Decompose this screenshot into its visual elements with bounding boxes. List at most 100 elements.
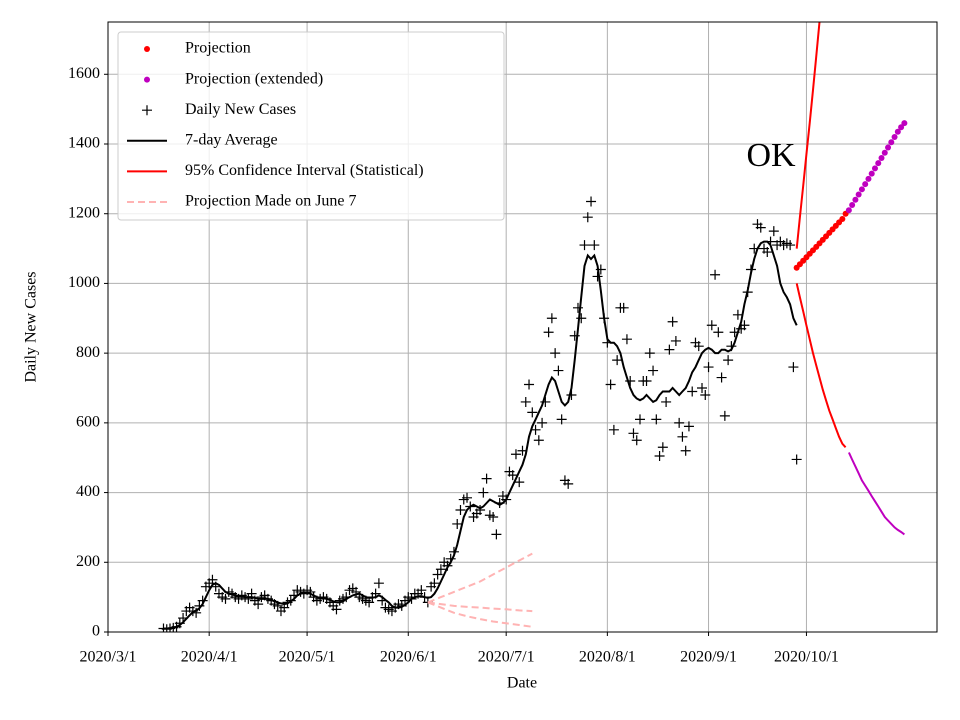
projection-point xyxy=(901,120,908,127)
case-marker xyxy=(654,450,665,461)
case-marker xyxy=(605,379,616,390)
case-marker xyxy=(667,316,678,327)
case-marker xyxy=(768,226,779,237)
case-marker xyxy=(687,386,698,397)
x-tick-label: 2020/5/1 xyxy=(279,649,336,666)
legend-label: Projection xyxy=(185,40,251,57)
case-marker xyxy=(674,417,685,428)
projection-point xyxy=(888,139,895,146)
case-marker xyxy=(710,269,721,280)
case-marker xyxy=(305,586,316,597)
y-tick-label: 600 xyxy=(76,414,100,431)
case-marker xyxy=(416,585,427,596)
case-marker xyxy=(703,362,714,373)
case-marker xyxy=(762,247,773,258)
case-marker xyxy=(683,421,694,432)
y-tick-label: 800 xyxy=(76,344,100,361)
projection-point xyxy=(865,175,872,182)
case-marker xyxy=(582,212,593,223)
case-marker xyxy=(723,355,734,366)
axes-frame xyxy=(107,21,938,633)
y-tick-label: 1000 xyxy=(68,274,100,291)
x-tick-label: 2020/8/1 xyxy=(579,649,636,666)
case-marker xyxy=(432,569,443,580)
x-tick-label: 2020/6/1 xyxy=(380,649,437,666)
case-marker xyxy=(455,505,466,515)
case-marker xyxy=(475,505,486,515)
case-marker xyxy=(478,487,489,498)
interval-line xyxy=(427,601,533,628)
case-marker xyxy=(755,222,766,233)
projection-point xyxy=(871,165,878,172)
x-tick-label: 2020/3/1 xyxy=(80,649,137,666)
case-marker xyxy=(533,435,544,446)
case-marker xyxy=(207,574,218,585)
projection-point xyxy=(878,154,885,161)
interval-line xyxy=(795,22,821,249)
projection-point xyxy=(868,170,875,177)
case-marker xyxy=(572,302,583,313)
case-marker xyxy=(628,428,639,439)
case-marker xyxy=(546,313,557,324)
case-marker xyxy=(618,302,629,313)
projection-point xyxy=(894,128,901,135)
case-marker xyxy=(697,383,708,393)
legend-label: Projection Made on June 7 xyxy=(185,193,357,210)
y-tick-label: 1200 xyxy=(68,204,100,221)
x-axis-label: Date xyxy=(507,675,537,692)
interval-line xyxy=(847,452,905,536)
y-tick-label: 1400 xyxy=(68,135,100,152)
case-marker xyxy=(435,564,446,575)
interval-line xyxy=(795,283,847,448)
case-marker xyxy=(634,414,645,425)
case-marker xyxy=(563,478,574,489)
y-tick-label: 200 xyxy=(76,553,100,570)
case-marker xyxy=(540,396,551,407)
case-marker xyxy=(527,407,538,418)
case-marker xyxy=(462,492,473,503)
case-marker xyxy=(657,442,668,453)
case-marker xyxy=(510,449,521,460)
case-marker xyxy=(243,593,254,604)
case-marker xyxy=(791,454,802,465)
case-marker xyxy=(589,240,600,251)
case-marker xyxy=(631,435,642,446)
projection-point xyxy=(881,149,888,156)
projection-point xyxy=(898,124,905,131)
projection-point xyxy=(891,134,898,141)
case-marker xyxy=(612,355,623,366)
projection-point xyxy=(855,191,862,198)
y-axis-label: Daily New Cases xyxy=(23,271,40,382)
case-marker xyxy=(556,414,567,425)
case-marker xyxy=(579,240,590,251)
case-marker xyxy=(520,396,531,407)
case-marker xyxy=(621,334,632,345)
projection-point xyxy=(875,160,882,167)
case-marker xyxy=(680,445,691,456)
case-marker xyxy=(491,529,502,540)
case-marker xyxy=(788,362,799,373)
case-marker xyxy=(651,414,662,425)
case-marker xyxy=(537,417,548,428)
projection-point xyxy=(849,202,856,208)
series-line xyxy=(427,601,533,613)
legend-marker xyxy=(144,46,150,52)
legend-marker xyxy=(144,76,150,83)
case-marker xyxy=(524,379,535,390)
case-marker xyxy=(648,365,659,376)
case-marker xyxy=(373,578,384,589)
case-marker xyxy=(700,389,711,400)
case-marker xyxy=(576,313,587,324)
annotation: OK xyxy=(746,137,796,174)
projection-point xyxy=(862,181,869,188)
legend-marker xyxy=(142,105,152,116)
plot-area xyxy=(158,22,908,632)
case-marker xyxy=(677,431,688,442)
case-marker xyxy=(716,372,727,383)
case-marker xyxy=(507,470,518,481)
projection-point xyxy=(852,196,859,203)
projection-point xyxy=(858,186,865,193)
projection-point xyxy=(845,207,852,214)
case-marker xyxy=(706,320,717,331)
